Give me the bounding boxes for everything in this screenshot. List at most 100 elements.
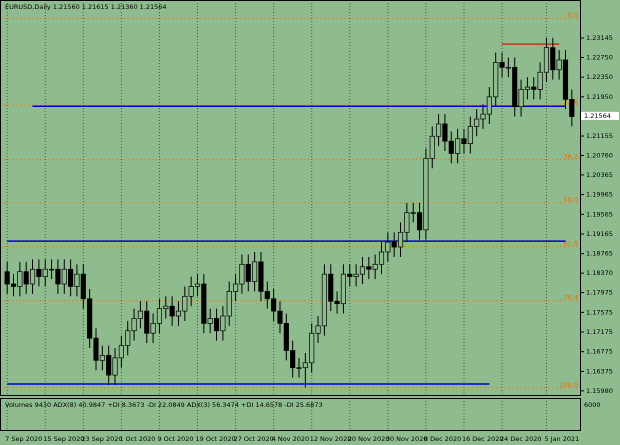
candle-body [353, 273, 359, 277]
y-tick-label: 1.23145 [586, 34, 613, 42]
candle-body [328, 273, 334, 302]
candle-body [264, 291, 270, 300]
chart-title: EURUSD,Daily 1.21560 1.21615 1.21360 1.2… [5, 3, 167, 11]
candle-body [505, 66, 511, 69]
candle-body [80, 273, 86, 300]
candle-body [556, 59, 562, 71]
y-tick-label: 1.19965 [586, 191, 613, 199]
candle-body [309, 332, 315, 364]
candle-body [252, 261, 258, 282]
candle-body [448, 140, 454, 154]
candle-body [207, 318, 213, 324]
candle-body [423, 158, 429, 231]
x-tick-label: 15 Sep 2020 [43, 435, 84, 443]
candle-body [340, 273, 346, 305]
y-tick-label: 1.20365 [586, 171, 613, 179]
x-tick-label: 16 Dec 2020 [462, 435, 504, 443]
candle-body [188, 286, 194, 297]
fib-label: 76.4 [564, 294, 578, 302]
candle-body [49, 268, 55, 271]
candle-body [144, 310, 150, 334]
candle-body [531, 86, 537, 90]
candle-body [182, 295, 188, 312]
candle-body [359, 266, 366, 275]
candle-body [455, 138, 461, 154]
candle-body [99, 355, 105, 361]
y-tick-label: 1.19165 [586, 230, 613, 238]
candle-body [543, 47, 550, 73]
y-tick-label: 1.18765 [586, 250, 613, 258]
fib-label: 0.0 [568, 11, 578, 19]
candle-body [87, 298, 93, 339]
candle-body [258, 261, 264, 292]
candle-body [347, 273, 353, 277]
candle-body [499, 62, 505, 68]
last-price-box [581, 111, 619, 120]
last-price-label: 1.21564 [584, 112, 611, 120]
candle-body [416, 212, 423, 231]
fib-label: 38.2 [564, 152, 578, 160]
y-tick-label: 1.20760 [586, 151, 613, 159]
candle-body [442, 123, 448, 142]
candle-body [36, 268, 42, 277]
y-tick-label: 1.17175 [586, 328, 613, 336]
candle-body [118, 345, 124, 359]
candle-body [397, 231, 404, 248]
y-tick-label: 1.22350 [586, 73, 613, 81]
candle-body [366, 266, 372, 270]
candle-body [169, 305, 175, 317]
candle-body [391, 241, 397, 248]
y-tick-label: 1.22750 [586, 53, 613, 61]
candle-body [436, 123, 442, 137]
candle-body [493, 62, 499, 98]
y-tick-label: 1.15980 [586, 387, 613, 395]
candle-body [302, 362, 308, 369]
candle-body [55, 268, 61, 285]
candle-body [233, 283, 239, 292]
candle-body [42, 268, 48, 277]
candle-body [480, 113, 486, 120]
x-tick-label: 1 Oct 2020 [119, 435, 155, 443]
x-tick-label: 5 Jan 2021 [544, 435, 579, 443]
candle-body [29, 268, 36, 285]
candle-body [334, 300, 340, 305]
candle-body [17, 271, 23, 287]
candle-body [239, 263, 245, 285]
candle-body [220, 315, 226, 332]
candle-body [277, 310, 283, 324]
candle-body [106, 355, 112, 376]
x-tick-label: 9 Oct 2020 [157, 435, 193, 443]
candle-body [112, 357, 118, 376]
y-tick-label: 1.18370 [586, 269, 613, 277]
candle-body [518, 89, 524, 108]
candle-body [550, 47, 556, 71]
candle-body [93, 337, 99, 361]
candle-body [283, 323, 289, 351]
y-tick-label: 1.19565 [586, 210, 613, 218]
indicator-frame [0, 398, 581, 431]
candle-body [512, 66, 518, 108]
candle-body [201, 283, 207, 324]
candle-body [10, 283, 17, 287]
candle-body [163, 305, 169, 309]
candle-body [68, 268, 74, 287]
candle-body [213, 318, 220, 332]
candle-body [296, 367, 302, 369]
indicator-scale: 6000 [584, 401, 601, 409]
candle-body [226, 291, 232, 317]
candle-body [321, 273, 327, 327]
candle-body [74, 273, 80, 287]
candle-body [461, 138, 467, 144]
x-tick-label: 7 Sep 2020 [5, 435, 42, 443]
x-tick-label: 27 Oct 2020 [234, 435, 274, 443]
plot-frame [0, 0, 581, 396]
candle-body [378, 251, 385, 265]
candle-body [125, 330, 131, 346]
indicator-title: Volumes 9430 ADX(8) 40.9847 +DI 8.3673 -… [5, 401, 323, 409]
y-tick-label: 1.21950 [586, 93, 613, 101]
y-tick-label: 1.21155 [586, 132, 613, 140]
candle-body [194, 283, 201, 287]
x-tick-label: 23 Sep 2020 [81, 435, 122, 443]
